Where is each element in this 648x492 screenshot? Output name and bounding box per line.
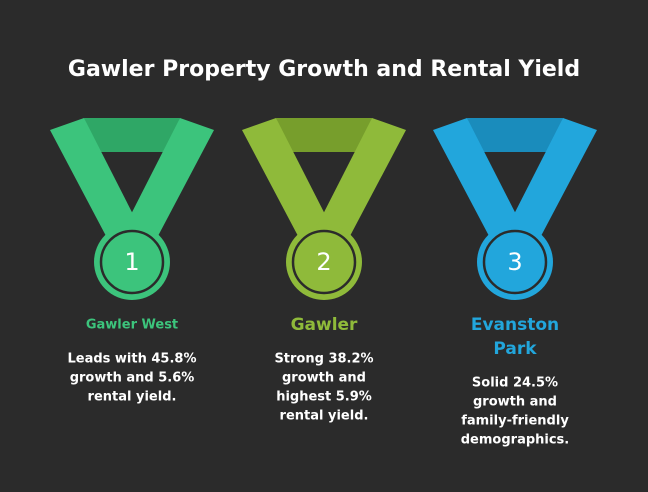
ribbon-left bbox=[242, 118, 332, 236]
medal-ring bbox=[99, 229, 165, 295]
area-description: growth and bbox=[282, 371, 366, 386]
area-description: growth and bbox=[473, 395, 557, 410]
area-name: Park bbox=[493, 339, 537, 359]
area-description: rental yield. bbox=[280, 409, 369, 424]
title: Gawler Property Growth and Rental Yield bbox=[68, 57, 580, 82]
medal-rank: 3 bbox=[507, 248, 522, 276]
area-description: demographics. bbox=[461, 433, 570, 448]
area-description: rental yield. bbox=[88, 390, 177, 405]
area-description: highest 5.9% bbox=[276, 390, 372, 405]
area-name: Evanston bbox=[471, 315, 559, 335]
medal-rank: 2 bbox=[316, 248, 331, 276]
area-description: family-friendly bbox=[461, 414, 569, 429]
ribbon-top bbox=[276, 118, 372, 152]
medal bbox=[94, 224, 170, 300]
medal-rank: 1 bbox=[124, 248, 139, 276]
area-name: Gawler West bbox=[86, 318, 178, 333]
area-description: Strong 38.2% bbox=[274, 352, 373, 367]
area-description: Solid 24.5% bbox=[472, 376, 558, 391]
medal bbox=[286, 224, 362, 300]
medal-ring bbox=[482, 229, 548, 295]
ribbon-top bbox=[467, 118, 563, 152]
area-name: Gawler bbox=[291, 315, 358, 335]
ribbon-top bbox=[84, 118, 180, 152]
medal-ring bbox=[291, 229, 357, 295]
area-description: growth and 5.6% bbox=[70, 371, 195, 386]
medal bbox=[477, 224, 553, 300]
ribbon-right bbox=[316, 118, 406, 236]
ribbon-right bbox=[124, 118, 214, 236]
ribbon-left bbox=[50, 118, 140, 236]
ribbon-left bbox=[433, 118, 523, 236]
ribbon-right bbox=[507, 118, 597, 236]
area-description: Leads with 45.8% bbox=[67, 352, 196, 367]
